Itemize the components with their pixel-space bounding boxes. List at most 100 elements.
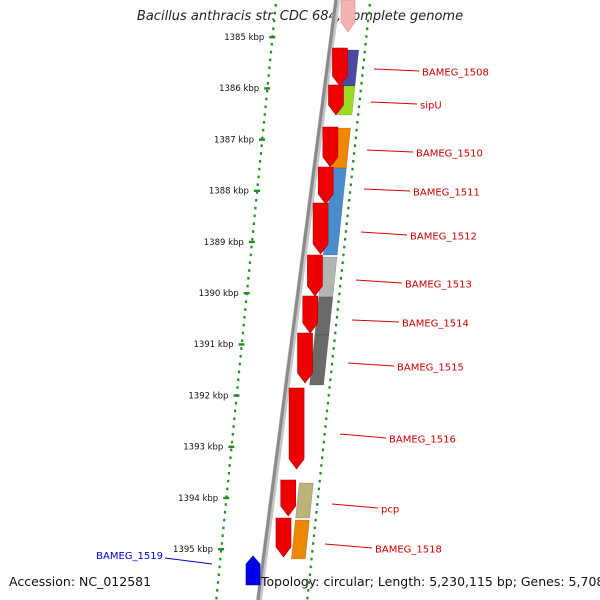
- lane-dot: [337, 300, 340, 303]
- ruler-dot: [260, 144, 263, 147]
- accession-text: Accession: NC_012581: [9, 574, 152, 589]
- scale-tick-label: 1393 kbp: [183, 443, 223, 453]
- lane-dot: [364, 43, 367, 46]
- scale-tick: [228, 445, 235, 448]
- scale-tick-label: 1389 kbp: [204, 238, 244, 248]
- cds-arrow-10: [280, 479, 297, 517]
- ruler-dot: [248, 269, 251, 272]
- ruler-dot: [232, 425, 235, 428]
- lane-dot: [339, 277, 343, 280]
- ruler-dot: [264, 105, 267, 108]
- lane-dot: [367, 11, 370, 15]
- ruler-dot: [270, 43, 273, 46]
- ruler-dot: [233, 417, 236, 420]
- ruler-dot: [273, 19, 276, 23]
- lane-dot: [330, 362, 334, 366]
- lane-dot: [331, 355, 334, 358]
- lane-dot: [349, 183, 352, 186]
- ruler-dot: [230, 448, 233, 452]
- ruler-dot: [250, 245, 253, 249]
- gene-label-bameg_1512: BAMEG_1512: [410, 232, 477, 243]
- lane-dot: [356, 121, 359, 124]
- lane-dot: [339, 284, 342, 288]
- ruler-dot: [254, 206, 257, 210]
- lane-dot: [342, 253, 345, 257]
- ruler-dot: [236, 386, 239, 389]
- lane-dot: [306, 596, 309, 600]
- leader-line: [331, 503, 379, 509]
- ruler-dot: [258, 167, 261, 171]
- gene-label-bameg_1511: BAMEG_1511: [413, 188, 480, 199]
- lane-dot: [366, 27, 369, 30]
- ruler-dot: [244, 300, 248, 303]
- ruler-dot: [268, 66, 271, 69]
- lane-dot: [359, 89, 362, 93]
- scale-tick-label: 1387 kbp: [214, 135, 254, 145]
- leader-line: [366, 149, 414, 153]
- lane-dot: [307, 581, 311, 584]
- scale-ruler: 1385 kbp 1386 kbp 1387 kbp 1388 kbp 1389 kbp…: [173, 4, 371, 600]
- lane-dot: [345, 222, 348, 225]
- scale-tick-label: 1390 kbp: [199, 289, 239, 299]
- lane-dot: [312, 534, 316, 537]
- ruler-dot: [229, 456, 232, 459]
- ruler-dot: [221, 534, 224, 537]
- lane-dot: [338, 292, 341, 296]
- ruler-dot: [246, 284, 249, 288]
- lane-dot: [316, 503, 319, 506]
- cog-track: [290, 49, 360, 560]
- lane-dot: [353, 152, 356, 155]
- ruler-dot: [241, 339, 244, 342]
- leader-line: [351, 319, 400, 323]
- lane-dot: [307, 589, 310, 592]
- ruler-dot: [272, 27, 275, 30]
- scale-tick-label: 1385 kbp: [224, 33, 264, 43]
- ruler-dot: [262, 128, 265, 132]
- ruler-dot: [263, 113, 266, 116]
- ruler-dot: [226, 487, 229, 491]
- ruler-dot: [217, 573, 220, 576]
- ruler-dot: [266, 89, 269, 93]
- ruler-dot: [234, 401, 238, 405]
- ruler-dot: [259, 152, 262, 155]
- ruler-dot: [262, 121, 266, 124]
- lane-dot: [336, 308, 339, 311]
- lane-dot: [327, 394, 330, 397]
- scale-tick: [264, 87, 271, 90]
- lane-dot: [313, 526, 316, 530]
- gene-label-bameg_1510: BAMEG_1510: [416, 149, 483, 160]
- lane-dot: [368, 4, 371, 7]
- scale-tick: [223, 496, 230, 500]
- ruler-dot: [274, 4, 277, 7]
- gene-label-bameg_1516: BAMEG_1516: [389, 435, 456, 446]
- scale-tick-label: 1388 kbp: [209, 187, 249, 197]
- ruler-dot: [220, 550, 223, 553]
- ruler-dot: [223, 518, 226, 522]
- gene-label-pcp: pcp: [381, 505, 399, 516]
- ruler-dot: [239, 355, 242, 358]
- lane-dot: [323, 433, 326, 436]
- ruler-dot: [224, 503, 227, 506]
- scale-tick-label: 1392 kbp: [188, 391, 228, 401]
- ruler-dot: [216, 589, 219, 592]
- lane-dot: [365, 35, 368, 38]
- lane-dot: [328, 386, 331, 389]
- ruler-dot: [227, 479, 230, 483]
- cds-arrow-5: [312, 202, 329, 255]
- cds-arrow-11: [275, 517, 292, 558]
- lane-dot: [312, 542, 315, 545]
- lane-dot: [329, 378, 332, 381]
- partial-gene-top: [340, 0, 356, 33]
- scale-tick: [243, 292, 250, 295]
- cds-arrow-1: [332, 47, 348, 87]
- ruler-dot: [243, 316, 246, 319]
- ruler-dot: [252, 222, 255, 225]
- scale-tick-label: 1395 kbp: [173, 545, 213, 555]
- leader-line: [339, 433, 387, 439]
- leader-line: [373, 68, 420, 72]
- scale-tick-label: 1391 kbp: [194, 340, 234, 350]
- lane-dot: [311, 550, 314, 553]
- lane-dot: [366, 19, 370, 23]
- lane-dot: [320, 464, 323, 467]
